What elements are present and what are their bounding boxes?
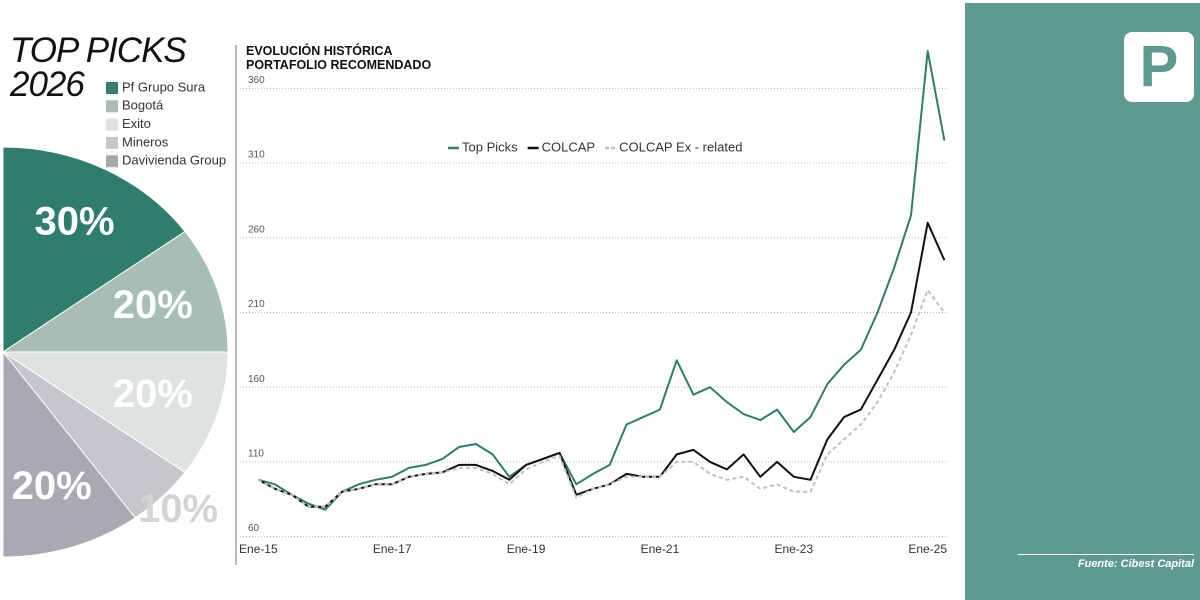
pie-label: 20%	[113, 372, 193, 416]
legend-label: Davivienda Group	[122, 153, 226, 168]
pie-slice	[2, 350, 136, 558]
pie-title: TOP PICKS 2026	[10, 31, 187, 104]
legend-label: Exito	[122, 116, 151, 131]
legend-label: Pf Grupo Sura	[122, 79, 206, 94]
pie-label: 10%	[138, 487, 218, 531]
x-tick-label: Ene-23	[774, 542, 813, 556]
y-tick-label: 360	[248, 75, 265, 86]
y-tick-label: 60	[248, 523, 260, 534]
x-tick-label: Ene-21	[641, 542, 680, 556]
legend-swatch	[106, 155, 118, 168]
legend-label: COLCAP	[542, 139, 595, 154]
series-line	[257, 221, 946, 508]
pie-label: 20%	[113, 283, 193, 327]
legend-label: COLCAP Ex - related	[619, 139, 742, 154]
legend-label: Top Picks	[462, 139, 518, 154]
legend-swatch	[106, 100, 118, 113]
y-tick-label: 310	[248, 150, 265, 161]
legend-label: Bogotá	[122, 98, 164, 113]
y-tick-label: 160	[248, 374, 265, 385]
x-tick-label: Ene-25	[908, 542, 947, 556]
series-line	[258, 50, 946, 511]
legend-swatch	[106, 118, 118, 131]
pie-slice	[1, 230, 229, 353]
pie-slice	[1, 351, 229, 474]
legend-label: Mineros	[122, 134, 169, 149]
x-tick-label: Ene-15	[239, 542, 278, 556]
source-note: Fuente: Cibest Capital	[1017, 554, 1194, 570]
legend-swatch	[106, 82, 118, 94]
side-panel	[965, 3, 1200, 600]
pie-label: 20%	[12, 464, 92, 508]
series-line	[257, 289, 946, 508]
x-tick-label: Ene-17	[373, 542, 412, 556]
pie-slice	[2, 146, 186, 353]
logo: P	[1124, 32, 1194, 102]
y-tick-label: 260	[248, 224, 265, 235]
y-tick-label: 210	[248, 299, 265, 310]
x-tick-label: Ene-19	[507, 542, 546, 556]
line-title: EVOLUCIÓN HISTÓRICA PORTAFOLIO RECOMENDA…	[246, 44, 432, 72]
legend-swatch	[106, 136, 118, 149]
pie-label: 30%	[34, 200, 114, 244]
y-tick-label: 110	[248, 449, 264, 460]
